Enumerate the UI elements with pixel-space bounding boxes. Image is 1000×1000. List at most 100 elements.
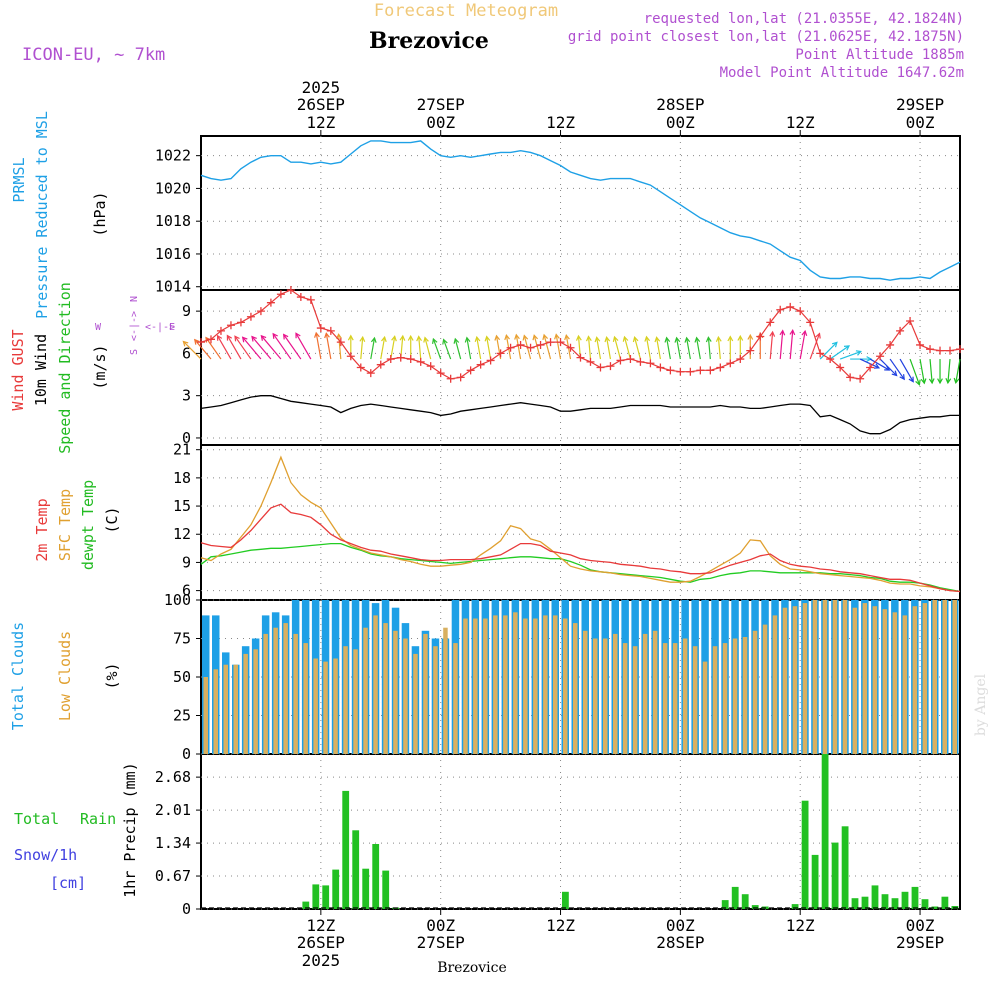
low-cloud-bar <box>762 624 768 754</box>
gust-marker <box>756 332 765 341</box>
low-cloud-bar <box>862 603 868 754</box>
wind-arrow-head <box>612 335 619 343</box>
y-tick-label: 100 <box>164 591 191 609</box>
gust-marker <box>416 357 425 366</box>
wind-arrow <box>645 336 651 360</box>
compass-south: S <box>129 349 140 355</box>
bottom-hour-label: 12Z <box>546 916 575 935</box>
low-cloud-bar <box>672 643 678 754</box>
low-cloud-bar <box>553 615 558 754</box>
bottom-hour-label: 12Z <box>786 916 815 935</box>
wind-arrow <box>272 333 292 360</box>
wind-arrow <box>929 358 933 384</box>
gust-marker <box>496 349 505 358</box>
low-cloud-bar <box>393 630 398 754</box>
y-tick-label: 12 <box>173 525 191 543</box>
bottom-date-label: 26SEP <box>297 933 345 952</box>
precip-bar <box>831 842 839 909</box>
wind-arrow <box>799 330 806 360</box>
wind-arrow-head <box>727 335 734 342</box>
low-cloud-bar <box>812 600 818 754</box>
low-cloud-bar <box>443 627 448 754</box>
gust-marker <box>306 295 315 304</box>
wind-arrow <box>338 334 342 360</box>
precip-label-1: Total <box>14 810 59 828</box>
precip-bar <box>811 854 819 909</box>
bottom-hour-label: 00Z <box>906 916 935 935</box>
gust-marker <box>636 357 645 366</box>
low-cloud-bar <box>822 600 828 754</box>
gust-marker <box>536 340 545 349</box>
y-tick-label: 75 <box>173 630 191 648</box>
wind-arrow <box>486 336 492 360</box>
top-date-label: 26SEP <box>297 95 345 114</box>
low-cloud-bar <box>463 618 468 754</box>
wind-arrow <box>789 330 794 360</box>
wind-arrow-head <box>193 338 200 345</box>
gust-marker <box>806 318 815 327</box>
precip-bar <box>861 896 869 909</box>
wind-arrow <box>390 336 396 360</box>
wind-arrow-head <box>453 337 460 344</box>
gust-marker <box>286 286 295 294</box>
gust-marker <box>506 343 515 352</box>
compass-west: W <box>95 322 102 333</box>
wind-arrow <box>226 335 242 360</box>
gust-marker <box>556 338 565 347</box>
wind-arrow <box>454 338 462 360</box>
wind-arrow-head <box>416 335 422 342</box>
wind-arrow <box>859 358 880 369</box>
gust-marker <box>786 302 795 311</box>
y-tick-label: 3 <box>182 387 191 405</box>
pressure-label-2: Pressure Reduced to MSL <box>33 111 51 319</box>
gust-marker <box>476 360 485 369</box>
low-cloud-bar <box>493 615 498 754</box>
wind-unit: (m/s) <box>91 344 109 389</box>
wind-arrow-head <box>815 332 821 339</box>
wind-arrow-head <box>381 335 387 342</box>
wind-arrow-head <box>399 334 406 341</box>
compass-arrows-we: <-|-> <box>145 322 175 333</box>
y-tick-label: 1016 <box>155 245 191 263</box>
wind-arrow-head <box>737 334 744 341</box>
low-cloud-bar <box>273 627 278 754</box>
requested-coords: requested lon,lat (21.0355E, 42.1824N) <box>644 11 964 27</box>
precip-bar <box>562 891 569 909</box>
low-cloud-bar <box>603 638 608 754</box>
panel-frame <box>200 753 961 910</box>
low-cloud-bar <box>622 643 628 754</box>
wind-arrow-head <box>622 335 629 342</box>
y-tick-label: 21 <box>173 441 191 459</box>
bottom-year-label: 2025 <box>302 951 341 970</box>
compass-rose: W <-|-> E N S <-|-> <box>95 296 175 355</box>
wind-arrow-head <box>474 335 481 342</box>
gust-marker <box>466 366 475 375</box>
wind-arrow <box>819 341 838 360</box>
gust-marker <box>586 357 595 366</box>
gust-marker <box>336 338 345 347</box>
wind-arrow <box>315 332 322 360</box>
low-cloud-bar <box>932 600 937 754</box>
low-cloud-bar <box>513 612 518 754</box>
low-cloud-bar <box>203 677 208 754</box>
top-hour-label: 00Z <box>426 113 455 132</box>
wind-arrow <box>418 336 422 360</box>
wind-arrow <box>633 337 642 360</box>
y-tick-label: 0 <box>182 429 191 447</box>
wind-arrow-head <box>801 329 808 336</box>
wind-label-1: Wind GUST <box>9 329 27 410</box>
wind-arrow-head <box>873 363 881 369</box>
wind-arrow-head <box>504 333 510 341</box>
gust-marker <box>896 326 905 335</box>
clouds-unit: (%) <box>103 662 121 689</box>
gust-marker <box>266 298 275 307</box>
precip-bar <box>322 885 330 909</box>
wind-arrow-head <box>542 333 549 341</box>
top-hour-label: 12Z <box>546 113 575 132</box>
precip-unit: 1hr Precip (mm) <box>121 762 139 897</box>
wind-arrow-head <box>705 336 712 343</box>
wind-arrow <box>779 330 784 360</box>
low-cloud-bar <box>363 627 368 754</box>
wind-arrow-head <box>494 334 501 341</box>
wind-arrow <box>205 337 222 360</box>
